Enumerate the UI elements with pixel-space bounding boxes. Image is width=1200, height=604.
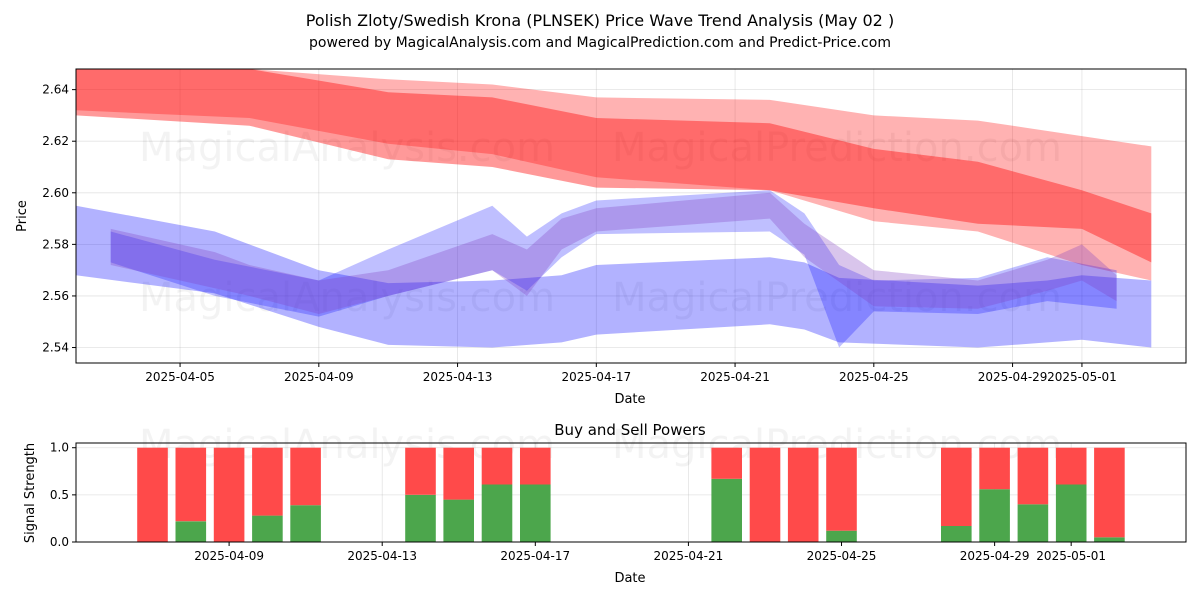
- signal-bars: [137, 447, 1125, 542]
- sell-bar: [941, 447, 972, 526]
- sell-bar: [749, 447, 781, 542]
- buy-bar: [941, 526, 972, 542]
- price-x-tick-label: 2025-05-01: [1047, 370, 1117, 384]
- signal-y-tick-label: 0.0: [50, 535, 69, 549]
- signal-y-tick-label: 0.5: [50, 488, 69, 502]
- signal-x-tick-label: 2025-04-21: [654, 549, 724, 563]
- signal-x-label: Date: [614, 571, 645, 586]
- chart-title: Polish Zloty/Swedish Krona (PLNSEK) Pric…: [306, 11, 894, 30]
- sell-bar: [711, 447, 742, 479]
- price-plot-frame: [75, 68, 1187, 364]
- sell-bar: [1094, 447, 1125, 538]
- watermark-analysis: MagicalAnalysis.com: [139, 125, 555, 171]
- price-band-blue-2: [76, 205, 1152, 348]
- price-x-tick-label: 2025-04-05: [145, 370, 215, 384]
- price-band-blue-3: [110, 190, 1117, 348]
- buy-bar: [175, 521, 207, 542]
- signal-chart-title: Buy and Sell Powers: [554, 421, 706, 439]
- price-y-tick-label: 2.56: [42, 289, 69, 303]
- price-y-tick-label: 2.62: [42, 134, 69, 148]
- sell-bar: [787, 447, 819, 542]
- watermark-prediction-lower: MagicalPrediction.com: [612, 275, 1062, 321]
- price-band-red-1: [76, 69, 1152, 263]
- signal-x-tick-label: 2025-05-01: [1036, 549, 1106, 563]
- buy-bar: [443, 499, 474, 542]
- signal-x-tick-label: 2025-04-17: [500, 549, 570, 563]
- sell-bar: [213, 447, 245, 542]
- sell-bar: [481, 447, 513, 485]
- sell-bar: [405, 447, 436, 495]
- buy-bar: [711, 478, 742, 542]
- sell-bar: [290, 447, 321, 506]
- price-y-label: Price: [15, 200, 30, 232]
- price-y-axis: 2.54 2.56 2.58 2.60 2.62 2.64: [42, 83, 76, 355]
- chart-subtitle: powered by MagicalAnalysis.com and Magic…: [309, 35, 891, 51]
- watermark-analysis-lower: MagicalAnalysis.com: [139, 275, 555, 321]
- price-y-tick-label: 2.60: [42, 186, 69, 200]
- buy-bar: [1094, 537, 1125, 542]
- buy-bar: [520, 484, 551, 542]
- sell-bar: [979, 447, 1010, 490]
- signal-y-axis: 0.0 0.5 1.0: [50, 441, 76, 549]
- sell-bar: [175, 447, 207, 522]
- sell-bar: [520, 447, 551, 485]
- sell-bar: [1017, 447, 1049, 505]
- price-band-purple-4: [110, 192, 1117, 314]
- signal-x-tick-label: 2025-04-13: [347, 549, 417, 563]
- signal-x-axis: 2025-04-09 2025-04-13 2025-04-17 2025-04-21…: [194, 542, 1106, 563]
- price-watermarks: MagicalAnalysis.com MagicalPrediction.co…: [139, 125, 1062, 321]
- watermark-prediction: MagicalPrediction.com: [612, 125, 1062, 171]
- buy-bar: [405, 494, 436, 542]
- buy-bar: [290, 505, 321, 542]
- buy-bar: [1017, 504, 1049, 542]
- signal-plot-frame: [75, 442, 1187, 543]
- price-x-tick-label: 2025-04-13: [423, 370, 493, 384]
- price-y-tick-label: 2.58: [42, 237, 69, 251]
- signal-y-tick-label: 1.0: [50, 441, 69, 455]
- price-x-tick-label: 2025-04-21: [700, 370, 770, 384]
- price-x-label: Date: [614, 392, 645, 407]
- sell-bar: [443, 447, 474, 500]
- price-y-tick-label: 2.64: [42, 83, 69, 97]
- sell-bar: [252, 447, 283, 516]
- price-bands: [76, 69, 1152, 348]
- price-x-tick-label: 2025-04-25: [839, 370, 909, 384]
- price-y-tick-label: 2.54: [42, 341, 69, 355]
- buy-bar: [252, 515, 283, 542]
- sell-bar: [1055, 447, 1087, 485]
- buy-bar: [979, 489, 1010, 542]
- price-x-tick-label: 2025-04-17: [561, 370, 631, 384]
- price-grid: [76, 69, 1186, 363]
- price-band-red-0: [76, 69, 1152, 281]
- signal-x-tick-label: 2025-04-29: [960, 549, 1030, 563]
- sell-bar: [137, 447, 168, 542]
- price-x-axis: 2025-04-05 2025-04-09 2025-04-13 2025-04-17…: [145, 363, 1117, 384]
- price-x-tick-label: 2025-04-09: [284, 370, 354, 384]
- signal-x-tick-label: 2025-04-25: [807, 549, 877, 563]
- signal-y-label: Signal Strength: [23, 443, 38, 543]
- sell-bar: [826, 447, 857, 531]
- buy-bar: [1055, 484, 1087, 542]
- price-x-tick-label: 2025-04-29: [978, 370, 1048, 384]
- buy-bar: [826, 530, 857, 542]
- buy-bar: [481, 484, 513, 542]
- signal-x-tick-label: 2025-04-09: [194, 549, 264, 563]
